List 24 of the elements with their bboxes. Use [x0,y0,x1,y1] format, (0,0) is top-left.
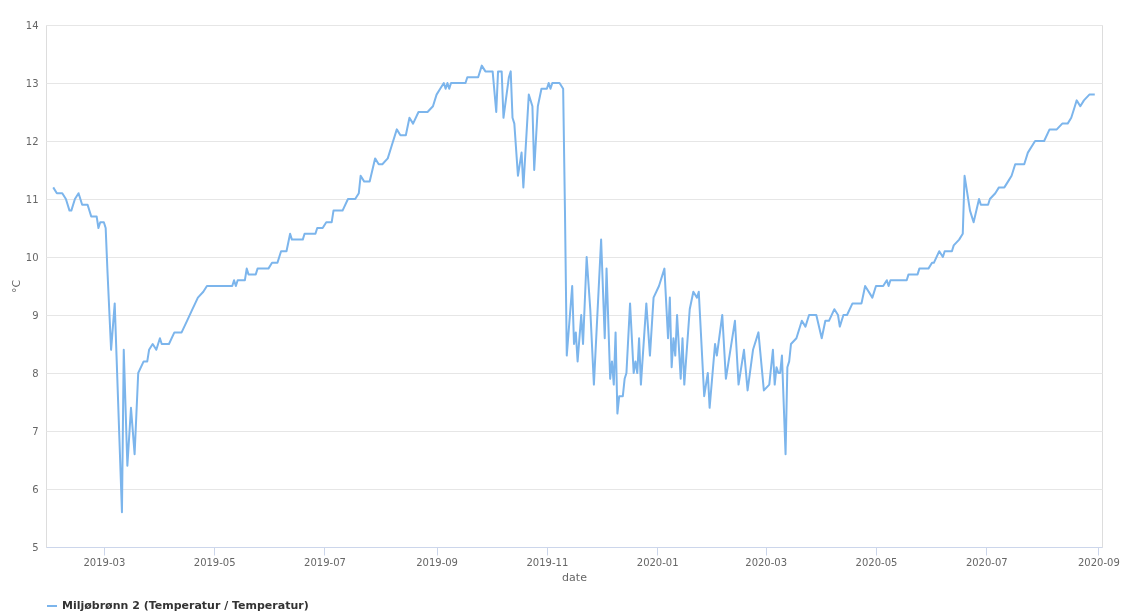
y-tick-label: 12 [25,135,39,147]
x-tick-label: 2020-03 [745,556,788,568]
legend-label: Miljøbrønn 2 (Temperatur / Temperatur) [62,599,309,612]
y-tick-label: 9 [32,309,39,321]
y-tick-label: 7 [32,425,39,437]
x-tick-label: 2020-09 [1077,556,1120,568]
y-tick-label: 11 [25,193,39,205]
x-tick-label: 2019-09 [416,556,458,568]
line-series [52,64,1096,514]
y-tick-label: 8 [32,367,39,379]
x-tick-label: 2019-05 [193,556,236,568]
y-tick-label: 13 [25,77,39,89]
x-tick-label: 2020-07 [965,556,1008,568]
x-axis-title: date [562,570,588,584]
x-tick-label: 2020-01 [636,556,679,568]
y-tick-label: 6 [32,483,39,495]
y-tick-label: 14 [25,19,39,31]
y-axis-title: °C [9,279,23,294]
y-tick-label: 10 [25,251,39,263]
x-tick-label: 2019-03 [83,556,126,568]
x-tick-label: 2020-05 [855,556,898,568]
y-tick-label: 5 [32,541,39,553]
x-tick-label: 2019-11 [526,556,569,568]
x-tick-label: 2019-07 [304,556,346,568]
